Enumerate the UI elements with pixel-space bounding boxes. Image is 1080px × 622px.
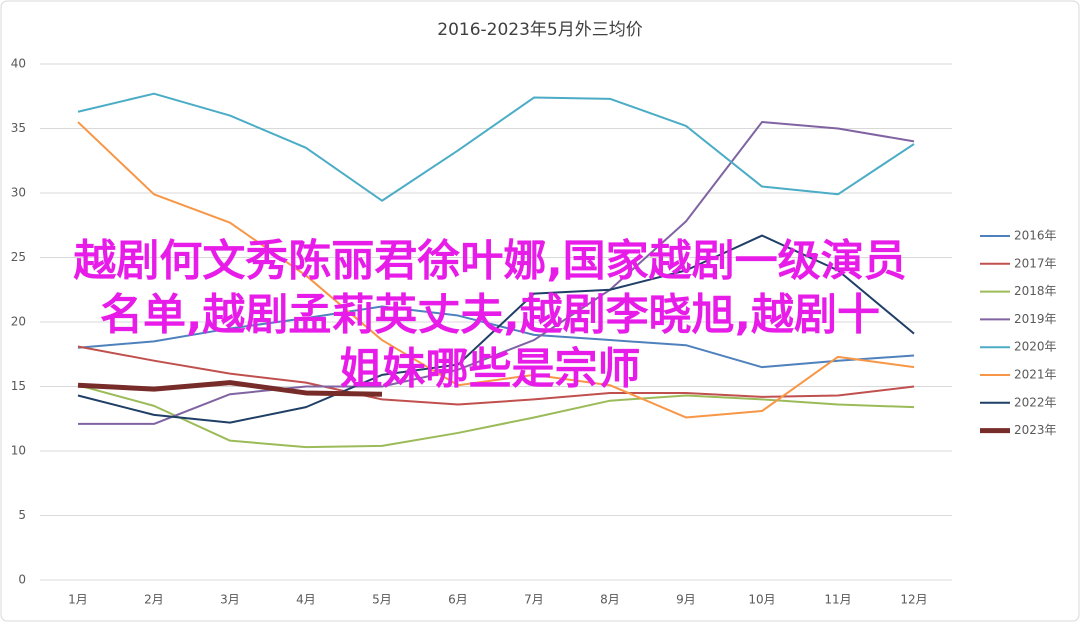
x-tick-label: 6月 [448, 593, 468, 607]
x-tick-label: 3月 [220, 593, 240, 607]
y-tick-label: 15 [11, 379, 26, 393]
legend-label: 2020年 [1014, 340, 1057, 354]
x-tick-label: 5月 [372, 593, 392, 607]
y-tick-label: 25 [11, 250, 26, 264]
x-tick-label: 7月 [524, 593, 544, 607]
y-tick-label: 30 [11, 186, 26, 200]
legend-label: 2016年 [1014, 229, 1057, 243]
x-tick-label: 4月 [296, 593, 316, 607]
x-tick-label: 8月 [600, 593, 620, 607]
legend-label: 2022年 [1014, 395, 1057, 409]
series-line [77, 234, 915, 424]
y-tick-label: 10 [11, 444, 26, 458]
overlay-text: 越剧何文秀陈丽君徐叶娜,国家越剧一级演员 [73, 237, 906, 287]
y-tick-label: 40 [11, 57, 26, 71]
y-tick-label: 5 [18, 508, 26, 522]
legend-label: 2021年 [1014, 368, 1057, 382]
series-line [77, 380, 383, 397]
series-line [77, 92, 915, 202]
y-tick-label: 0 [18, 573, 26, 587]
series-line [78, 121, 915, 425]
series-line [77, 121, 915, 419]
legend-label: 2023年 [1014, 423, 1057, 437]
chart-title: 2016-2023年5月外三均价 [437, 20, 642, 40]
x-tick-label: 11月 [824, 593, 851, 607]
x-tick-label: 12月 [900, 593, 927, 607]
legend-label: 2018年 [1014, 284, 1057, 298]
x-tick-label: 1月 [68, 593, 88, 607]
legend-label: 2019年 [1014, 312, 1057, 326]
series-line [77, 345, 915, 406]
x-tick-label: 10月 [748, 593, 775, 607]
y-tick-label: 35 [11, 121, 26, 135]
legend-label: 2017年 [1014, 256, 1057, 270]
overlay-text: 名单,越剧孟莉英丈夫,越剧李晓旭,越剧十 [100, 291, 880, 341]
series-line [77, 305, 915, 369]
y-tick-label: 20 [11, 315, 26, 329]
series-line [77, 384, 915, 449]
x-tick-label: 2月 [144, 593, 164, 607]
x-tick-label: 9月 [676, 593, 696, 607]
overlay-text: 姐妹哪些是宗师 [340, 345, 641, 395]
